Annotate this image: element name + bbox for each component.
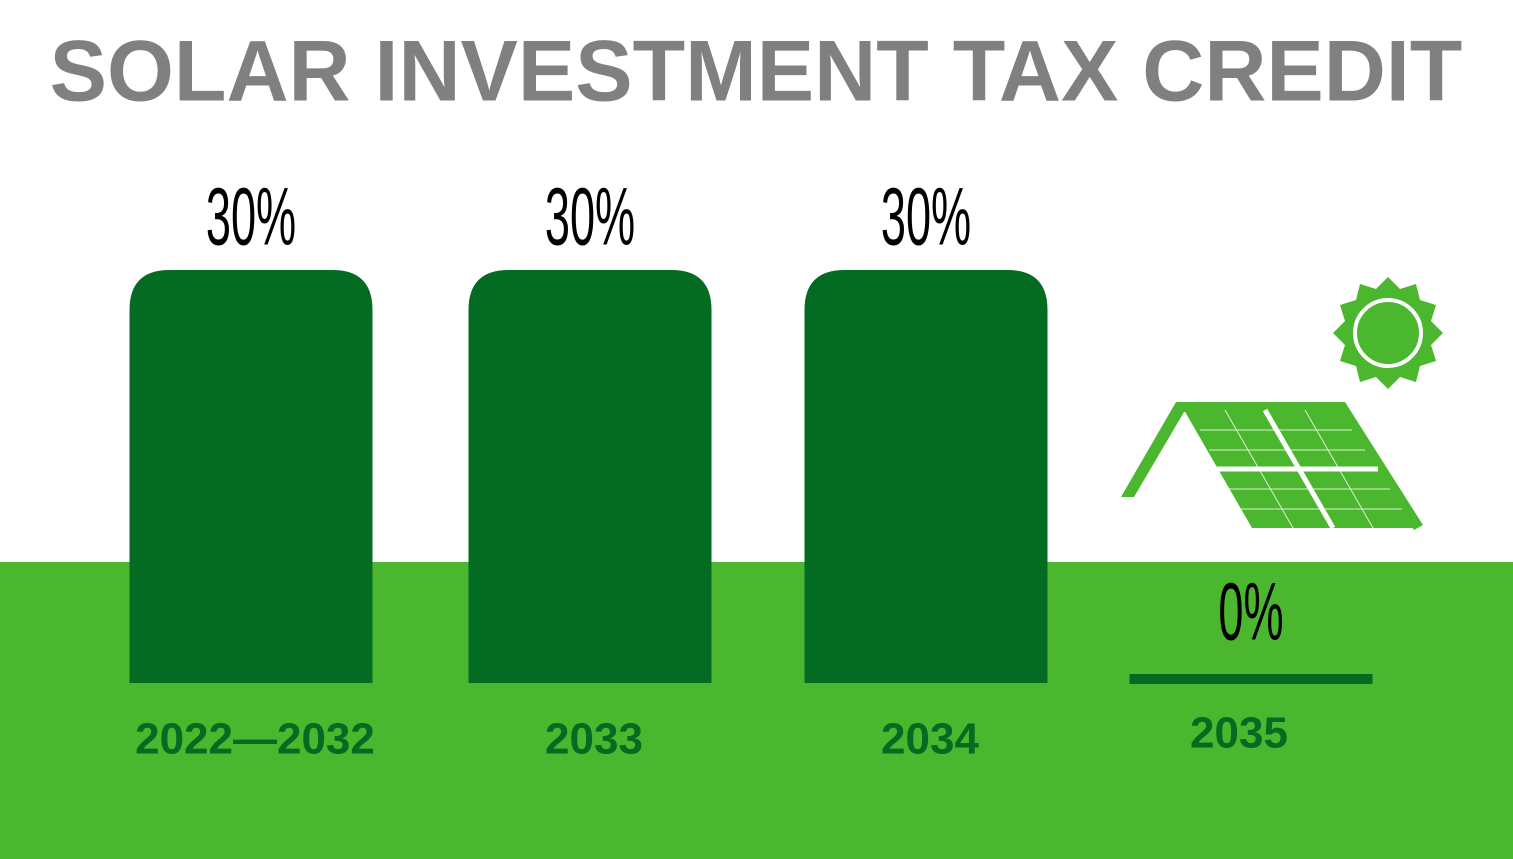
bar — [129, 270, 373, 683]
chart-title: SOLAR INVESTMENT TAX CREDIT — [50, 24, 1463, 120]
roof-icon — [1121, 402, 1423, 530]
x-tick-label: 2034 — [881, 715, 979, 764]
x-tick-label: 2035 — [1190, 709, 1288, 758]
value-label: 30% — [545, 172, 635, 264]
value-label: 30% — [881, 172, 971, 264]
x-tick-label: 2033 — [545, 715, 643, 764]
bar — [468, 270, 712, 683]
value-label: 0% — [1218, 567, 1283, 659]
bar — [804, 270, 1048, 683]
sun-icon — [1333, 277, 1443, 389]
value-label: 30% — [206, 172, 296, 264]
x-tick-label: 2022—2032 — [135, 715, 375, 764]
